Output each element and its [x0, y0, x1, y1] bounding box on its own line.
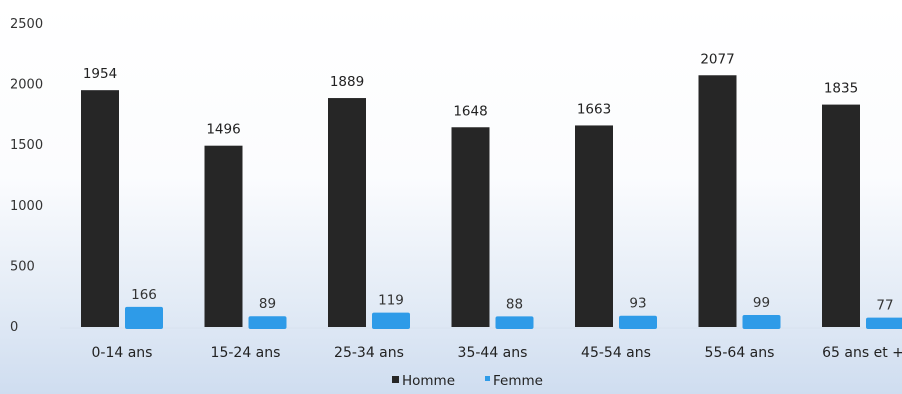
data-labels: 1954 166 1496 89 1889 119 1648 88 1663 93 2077 99 18… — [83, 51, 894, 313]
data-label-homme: 1648 — [453, 103, 487, 119]
data-label-femme: 119 — [378, 293, 404, 309]
y-tick-label: 0 — [10, 320, 18, 335]
data-label-homme: 1954 — [83, 66, 117, 82]
x-tick-label: 55-64 ans — [705, 345, 775, 361]
bar-homme — [822, 104, 860, 328]
bar-homme — [204, 145, 243, 327]
bar-homme — [575, 125, 613, 327]
data-label-homme: 1835 — [824, 81, 858, 97]
bar-homme — [81, 90, 119, 327]
bar-homme — [698, 75, 737, 327]
bar-femme — [372, 312, 410, 329]
data-label-femme: 93 — [629, 296, 646, 312]
bar-femme — [125, 306, 163, 329]
data-label-homme: 1496 — [206, 122, 240, 138]
legend-swatch-homme — [392, 376, 399, 383]
bar-femme — [866, 317, 902, 329]
y-tick-label: 500 — [10, 259, 35, 274]
x-tick-label: 65 ans et + — [822, 345, 902, 361]
bars — [81, 75, 902, 329]
x-tick-label: 25-34 ans — [334, 345, 404, 361]
data-label-femme: 89 — [259, 296, 276, 312]
bar-femme — [495, 316, 534, 329]
y-tick-label: 1500 — [10, 138, 43, 153]
x-tick-label: 35-44 ans — [458, 345, 528, 361]
legend: Homme Femme — [392, 373, 543, 389]
data-label-femme: 99 — [753, 295, 770, 311]
x-tick-label: 0-14 ans — [92, 345, 153, 361]
data-label-femme: 77 — [876, 298, 893, 314]
y-axis: 0 500 1000 1500 2000 2500 — [10, 17, 43, 335]
y-tick-label: 2000 — [10, 78, 43, 93]
legend-swatch-femme — [485, 376, 490, 381]
data-label-homme: 1889 — [330, 74, 364, 90]
x-axis: 0-14 ans 15-24 ans 25-34 ans 35-44 ans 45-54… — [92, 345, 902, 361]
data-label-homme: 1663 — [577, 101, 611, 117]
data-label-femme: 88 — [506, 296, 523, 312]
data-label-homme: 2077 — [700, 51, 734, 67]
bar-femme — [248, 316, 287, 329]
bar-homme — [328, 98, 366, 328]
data-label-femme: 166 — [131, 287, 157, 303]
y-tick-label: 2500 — [10, 17, 43, 32]
bar-homme — [451, 127, 490, 328]
bar-femme — [742, 315, 781, 329]
x-tick-label: 15-24 ans — [211, 345, 281, 361]
x-tick-label: 45-54 ans — [581, 345, 651, 361]
legend-label-femme: Femme — [493, 373, 543, 389]
bar-femme — [619, 315, 657, 329]
y-tick-label: 1000 — [10, 199, 43, 214]
legend-label-homme: Homme — [402, 373, 455, 389]
